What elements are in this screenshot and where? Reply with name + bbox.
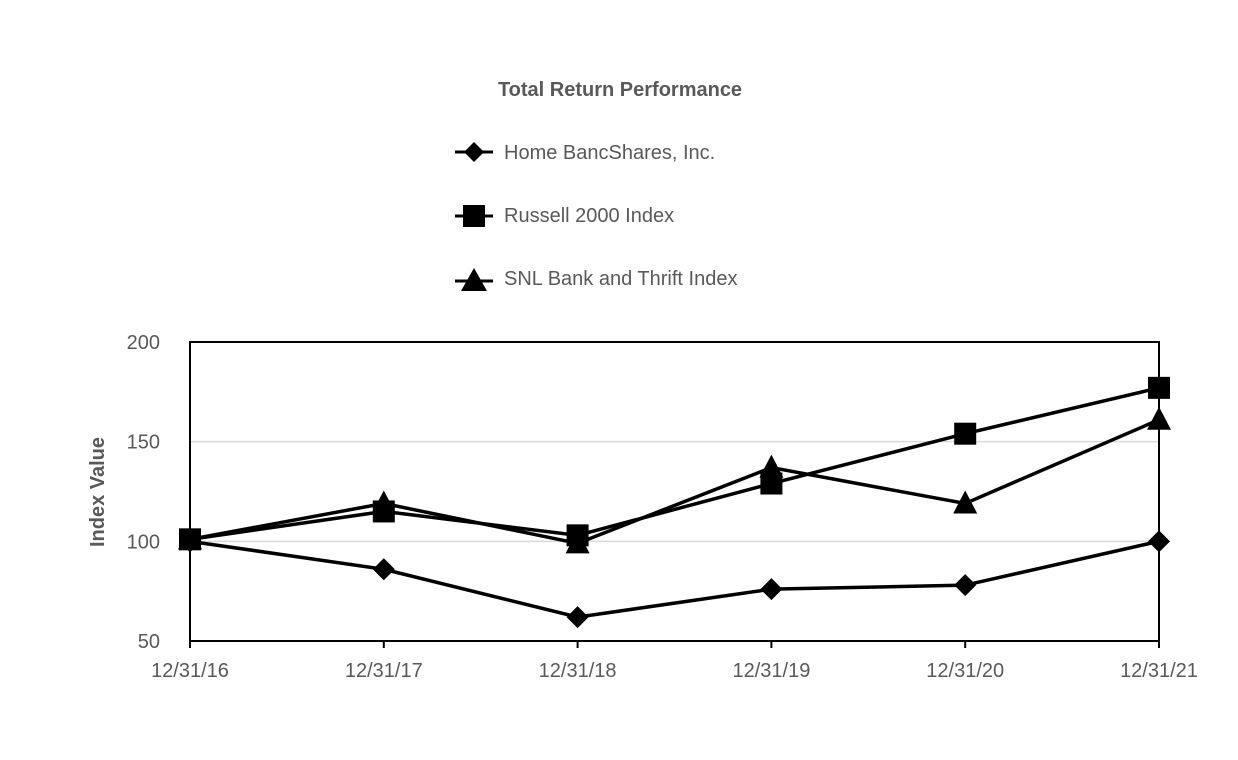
legend: Home BancShares, Inc. Russell 2000 Index… [455, 142, 737, 291]
chart-title: Total Return Performance [498, 79, 742, 101]
y-tick-label-100: 100 [127, 531, 160, 553]
y-tick-labels: 200 150 100 50 [127, 332, 160, 653]
point-home-bancshares-inc-4 [954, 574, 977, 597]
point-snl-bank-and-thrift-index-4 [953, 490, 978, 514]
x-tick-label-12-31-16: 12/31/16 [151, 660, 229, 682]
gridlines [190, 440, 1159, 543]
point-home-bancshares-inc-3 [760, 578, 783, 601]
x-tick-label-12-31-18: 12/31/18 [539, 660, 617, 682]
point-russell-2000-index-4 [954, 422, 977, 445]
y-tick-label-200: 200 [127, 332, 160, 354]
point-russell-2000-index-3 [760, 472, 783, 495]
point-home-bancshares-inc-2 [566, 606, 589, 629]
series-lines [189, 386, 1160, 619]
x-tick-label-12-31-19: 12/31/19 [732, 660, 810, 682]
point-snl-bank-and-thrift-index-0 [178, 526, 202, 550]
point-home-bancshares-inc-5 [1148, 530, 1170, 553]
point-russell-2000-index-5 [1148, 376, 1170, 399]
plot-border [189, 341, 1160, 642]
point-home-bancshares-inc-1 [372, 558, 395, 581]
legend-label-home-bancshares: Home BancShares, Inc. [504, 142, 715, 164]
point-snl-bank-and-thrift-index-5 [1147, 406, 1171, 430]
x-tick-marks [189, 641, 1160, 648]
y-axis-label: Index Value [87, 437, 109, 547]
legend-item-russell-2000: Russell 2000 Index [455, 205, 674, 227]
legend-item-snl-bank-thrift: SNL Bank and Thrift Index [455, 268, 737, 291]
series-line-russell-2000-index [189, 386, 1160, 542]
plot-frame [189, 341, 1160, 642]
legend-marker-snl-bank-thrift [461, 268, 487, 291]
series-line-snl-bank-and-thrift-index [189, 418, 1160, 546]
legend-label-snl-bank-thrift: SNL Bank and Thrift Index [504, 268, 737, 290]
point-snl-bank-and-thrift-index-1 [371, 490, 396, 514]
point-snl-bank-and-thrift-index-3 [759, 454, 784, 478]
x-tick-label-12-31-20: 12/31/20 [926, 660, 1004, 682]
series-line-home-bancshares-inc [189, 539, 1160, 619]
legend-marker-russell-2000 [463, 205, 485, 227]
x-tick-label-12-31-21: 12/31/21 [1120, 660, 1198, 682]
y-tick-label-150: 150 [127, 432, 160, 454]
point-snl-bank-and-thrift-index-2 [565, 530, 590, 554]
legend-marker-home-bancshares [464, 142, 484, 162]
x-tick-label-12-31-17: 12/31/17 [345, 660, 423, 682]
x-tick-labels: 12/31/16 12/31/17 12/31/18 12/31/19 12/31/20… [151, 660, 1198, 682]
legend-label-russell-2000: Russell 2000 Index [504, 205, 674, 227]
legend-item-home-bancshares: Home BancShares, Inc. [455, 142, 715, 164]
y-tick-label-50: 50 [138, 631, 160, 653]
series-markers [178, 376, 1171, 629]
